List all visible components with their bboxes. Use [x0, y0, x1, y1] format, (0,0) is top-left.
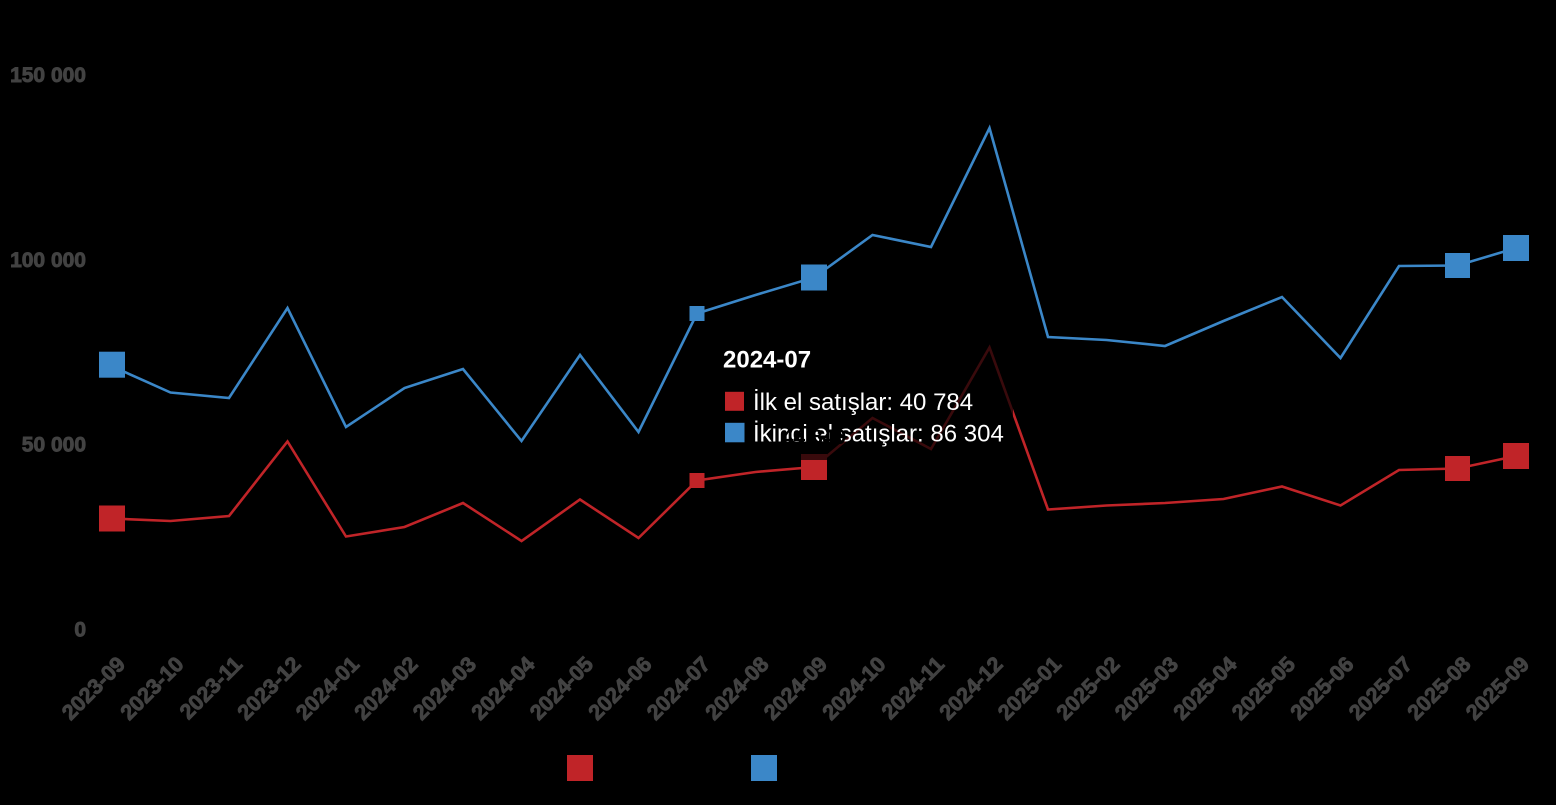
- svg-text:2025-08: 2025-08: [1403, 652, 1476, 725]
- svg-text:2024-11: 2024-11: [877, 652, 949, 724]
- svg-text:2025-01: 2025-01: [993, 652, 1066, 725]
- svg-text:2024-05: 2024-05: [525, 652, 598, 725]
- svg-text:2025-05: 2025-05: [1227, 652, 1300, 725]
- svg-text:2025-06: 2025-06: [1286, 652, 1359, 725]
- svg-text:2025-02: 2025-02: [1052, 652, 1125, 725]
- svg-text:2024-07: 2024-07: [723, 346, 811, 373]
- svg-text:100 000: 100 000: [10, 249, 86, 272]
- svg-text:2024-01: 2024-01: [291, 652, 364, 725]
- svg-text:2024-04: 2024-04: [467, 652, 540, 725]
- svg-text:50 000: 50 000: [22, 434, 86, 457]
- svg-text:İlk el satışlar: 40 784: İlk el satışlar: 40 784: [753, 389, 973, 416]
- svg-text:2025-07: 2025-07: [1344, 652, 1417, 725]
- svg-text:0: 0: [74, 619, 86, 642]
- svg-text:2023-09: 2023-09: [57, 652, 130, 725]
- svg-text:2024-03: 2024-03: [408, 652, 481, 725]
- svg-text:2023-10: 2023-10: [116, 652, 189, 725]
- svg-text:2024-08: 2024-08: [701, 652, 774, 725]
- svg-text:2024-12: 2024-12: [935, 652, 1008, 725]
- svg-text:2024-02: 2024-02: [350, 652, 423, 725]
- svg-text:44 849: 44 849: [782, 426, 846, 449]
- svg-text:2024-06: 2024-06: [584, 652, 657, 725]
- svg-text:2024-07: 2024-07: [642, 652, 715, 725]
- svg-text:2024-09: 2024-09: [759, 652, 832, 725]
- svg-text:2025-09: 2025-09: [1461, 652, 1534, 725]
- svg-text:150 000: 150 000: [10, 64, 86, 87]
- svg-text:2023-12: 2023-12: [233, 652, 306, 725]
- svg-text:İkinci el satışlar: 86 304: İkinci el satışlar: 86 304: [753, 421, 1004, 448]
- svg-text:2023-11: 2023-11: [175, 652, 247, 724]
- svg-text:2025-04: 2025-04: [1169, 652, 1242, 725]
- svg-text:2024-10: 2024-10: [818, 652, 891, 725]
- svg-text:2025-03: 2025-03: [1110, 652, 1183, 725]
